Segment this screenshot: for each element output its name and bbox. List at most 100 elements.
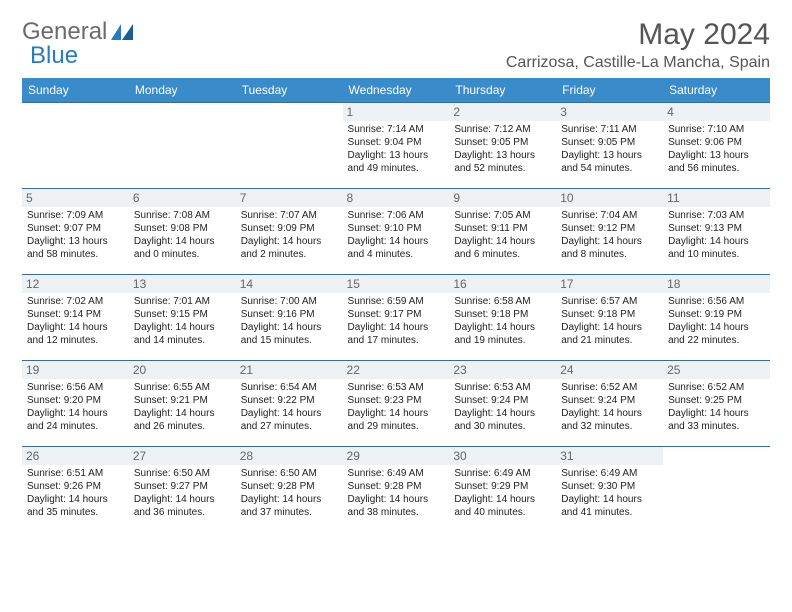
calendar-cell: 18 Sunrise: 6:56 AMSunset: 9:19 PMDayligh… (663, 275, 770, 361)
day-details: Sunrise: 6:49 AMSunset: 9:30 PMDaylight:… (561, 467, 658, 519)
daylight-text: Daylight: 14 hours and 12 minutes. (27, 321, 124, 347)
sunrise-text: Sunrise: 7:10 AM (668, 123, 765, 136)
day-details: Sunrise: 6:52 AMSunset: 9:25 PMDaylight:… (668, 381, 765, 433)
calendar-cell: 13Sunrise: 7:01 AMSunset: 9:15 PMDayligh… (129, 275, 236, 361)
day-number: 16 (449, 275, 556, 293)
sunset-text: Sunset: 9:22 PM (241, 394, 338, 407)
calendar-cell: 9Sunrise: 7:05 AMSunset: 9:11 PMDaylight… (449, 189, 556, 275)
calendar-cell: 29Sunrise: 6:49 AMSunset: 9:28 PMDayligh… (343, 447, 450, 533)
day-details: Sunrise: 6:56 AMSunset: 9:19 PMDaylight:… (668, 295, 765, 347)
day-number: 30 (449, 447, 556, 465)
calendar-cell: 17Sunrise: 6:57 AMSunset: 9:18 PMDayligh… (556, 275, 663, 361)
daylight-text: Daylight: 14 hours and 40 minutes. (454, 493, 551, 519)
sunrise-text: Sunrise: 6:54 AM (241, 381, 338, 394)
brand-part2: Blue (30, 42, 78, 70)
day-details: Sunrise: 6:55 AMSunset: 9:21 PMDaylight:… (134, 381, 231, 433)
daylight-text: Daylight: 13 hours and 54 minutes. (561, 149, 658, 175)
sunrise-text: Sunrise: 6:57 AM (561, 295, 658, 308)
day-number: 15 (343, 275, 450, 293)
daylight-text: Daylight: 14 hours and 38 minutes. (348, 493, 445, 519)
sunset-text: Sunset: 9:12 PM (561, 222, 658, 235)
day-number: 27 (129, 447, 236, 465)
day-number: 22 (343, 361, 450, 379)
day-number: 10 (556, 189, 663, 207)
day-number: 2 (449, 103, 556, 121)
day-details: Sunrise: 7:06 AMSunset: 9:10 PMDaylight:… (348, 209, 445, 261)
sunset-text: Sunset: 9:08 PM (134, 222, 231, 235)
sunset-text: Sunset: 9:24 PM (561, 394, 658, 407)
logo-mark-icon (111, 24, 133, 40)
daylight-text: Daylight: 14 hours and 10 minutes. (668, 235, 765, 261)
day-details: Sunrise: 7:11 AMSunset: 9:05 PMDaylight:… (561, 123, 658, 175)
daylight-text: Daylight: 13 hours and 52 minutes. (454, 149, 551, 175)
sunrise-text: Sunrise: 7:02 AM (27, 295, 124, 308)
day-details: Sunrise: 6:51 AMSunset: 9:26 PMDaylight:… (27, 467, 124, 519)
sunset-text: Sunset: 9:23 PM (348, 394, 445, 407)
calendar-cell (129, 103, 236, 189)
calendar-cell: 3Sunrise: 7:11 AMSunset: 9:05 PMDaylight… (556, 103, 663, 189)
sunrise-text: Sunrise: 6:53 AM (454, 381, 551, 394)
calendar-cell: 22Sunrise: 6:53 AMSunset: 9:23 PMDayligh… (343, 361, 450, 447)
calendar-cell: 26 Sunrise: 6:51 AMSunset: 9:26 PMDayligh… (22, 447, 129, 533)
day-number: 4 (663, 103, 770, 121)
day-number: 8 (343, 189, 450, 207)
sunrise-text: Sunrise: 6:56 AM (668, 295, 765, 308)
calendar-cell: 28Sunrise: 6:50 AMSunset: 9:28 PMDayligh… (236, 447, 343, 533)
day-number: 5 (22, 189, 129, 207)
daylight-text: Daylight: 14 hours and 22 minutes. (668, 321, 765, 347)
sunset-text: Sunset: 9:09 PM (241, 222, 338, 235)
daylight-text: Daylight: 14 hours and 29 minutes. (348, 407, 445, 433)
day-details: Sunrise: 7:03 AMSunset: 9:13 PMDaylight:… (668, 209, 765, 261)
sunset-text: Sunset: 9:26 PM (27, 480, 124, 493)
calendar-cell: 21Sunrise: 6:54 AMSunset: 9:22 PMDayligh… (236, 361, 343, 447)
calendar-cell: 6Sunrise: 7:08 AMSunset: 9:08 PMDaylight… (129, 189, 236, 275)
sunrise-text: Sunrise: 7:08 AM (134, 209, 231, 222)
daylight-text: Daylight: 13 hours and 49 minutes. (348, 149, 445, 175)
sunrise-text: Sunrise: 6:49 AM (454, 467, 551, 480)
sunrise-text: Sunrise: 7:05 AM (454, 209, 551, 222)
sunrise-text: Sunrise: 7:01 AM (134, 295, 231, 308)
day-number: 26 (22, 447, 129, 465)
sunrise-text: Sunrise: 6:51 AM (27, 467, 124, 480)
sunset-text: Sunset: 9:18 PM (561, 308, 658, 321)
daylight-text: Daylight: 14 hours and 6 minutes. (454, 235, 551, 261)
sunset-text: Sunset: 9:17 PM (348, 308, 445, 321)
sunset-text: Sunset: 9:04 PM (348, 136, 445, 149)
sunset-text: Sunset: 9:13 PM (668, 222, 765, 235)
day-number: 9 (449, 189, 556, 207)
day-details: Sunrise: 6:59 AMSunset: 9:17 PMDaylight:… (348, 295, 445, 347)
calendar-head: Sunday Monday Tuesday Wednesday Thursday… (22, 78, 770, 103)
day-details: Sunrise: 7:07 AMSunset: 9:09 PMDaylight:… (241, 209, 338, 261)
day-number: 11 (663, 189, 770, 207)
daylight-text: Daylight: 14 hours and 4 minutes. (348, 235, 445, 261)
sunrise-text: Sunrise: 6:52 AM (668, 381, 765, 394)
location-text: Carrizosa, Castille-La Mancha, Spain (506, 54, 770, 72)
sunrise-text: Sunrise: 6:52 AM (561, 381, 658, 394)
calendar-cell (663, 447, 770, 533)
calendar-cell: 5Sunrise: 7:09 AMSunset: 9:07 PMDaylight… (22, 189, 129, 275)
daylight-text: Daylight: 14 hours and 33 minutes. (668, 407, 765, 433)
page-title: May 2024 (506, 18, 770, 52)
calendar-cell: 11 Sunrise: 7:03 AMSunset: 9:13 PMDayligh… (663, 189, 770, 275)
daylight-text: Daylight: 14 hours and 26 minutes. (134, 407, 231, 433)
sunrise-text: Sunrise: 6:59 AM (348, 295, 445, 308)
sunrise-text: Sunrise: 7:06 AM (348, 209, 445, 222)
daylight-text: Daylight: 14 hours and 35 minutes. (27, 493, 124, 519)
daylight-text: Daylight: 14 hours and 32 minutes. (561, 407, 658, 433)
sunrise-text: Sunrise: 7:11 AM (561, 123, 658, 136)
calendar-cell: 10Sunrise: 7:04 AMSunset: 9:12 PMDayligh… (556, 189, 663, 275)
sunset-text: Sunset: 9:16 PM (241, 308, 338, 321)
weekday-header: Thursday (449, 78, 556, 103)
day-number: 18 (663, 275, 770, 293)
calendar-cell: 12Sunrise: 7:02 AMSunset: 9:14 PMDayligh… (22, 275, 129, 361)
weekday-header: Saturday (663, 78, 770, 103)
daylight-text: Daylight: 14 hours and 24 minutes. (27, 407, 124, 433)
sunset-text: Sunset: 9:05 PM (454, 136, 551, 149)
daylight-text: Daylight: 14 hours and 19 minutes. (454, 321, 551, 347)
day-number: 19 (22, 361, 129, 379)
calendar-cell: 19Sunrise: 6:56 AMSunset: 9:20 PMDayligh… (22, 361, 129, 447)
sunset-text: Sunset: 9:28 PM (348, 480, 445, 493)
weekday-header: Wednesday (343, 78, 450, 103)
sunset-text: Sunset: 9:10 PM (348, 222, 445, 235)
sunset-text: Sunset: 9:18 PM (454, 308, 551, 321)
